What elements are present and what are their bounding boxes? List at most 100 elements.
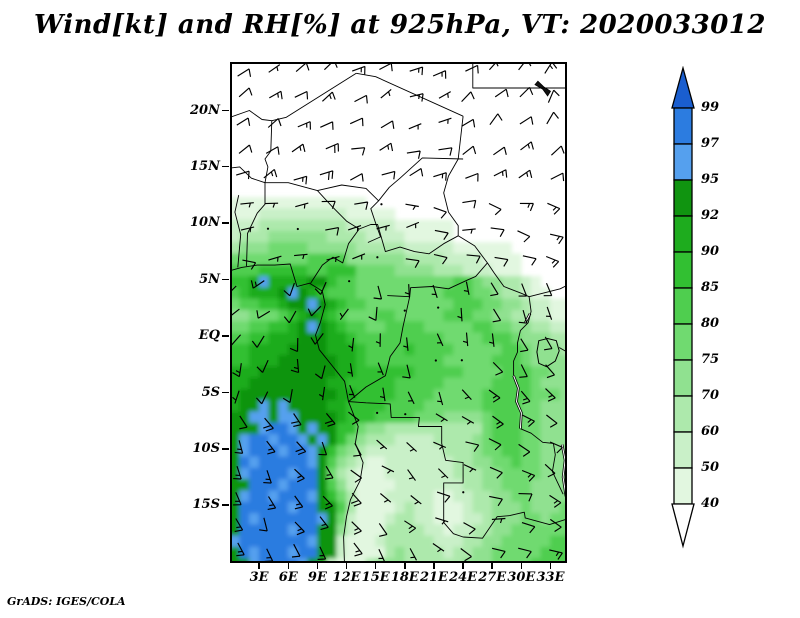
wind-barb bbox=[322, 495, 333, 510]
lon-tick-label: 24E bbox=[449, 570, 478, 585]
wind-barb bbox=[375, 333, 381, 347]
wind-barb bbox=[378, 523, 388, 537]
wind-barb bbox=[403, 337, 409, 351]
calm-dot bbox=[403, 309, 406, 312]
wind-barb bbox=[489, 113, 503, 126]
wind-barb bbox=[518, 169, 533, 179]
lakes-layer bbox=[512, 80, 567, 497]
wind-barb bbox=[350, 173, 364, 182]
wind-barb bbox=[295, 202, 309, 209]
wind-barb bbox=[293, 175, 308, 185]
colorbar-segment bbox=[673, 215, 693, 253]
lon-tick bbox=[520, 563, 523, 569]
wind-barb bbox=[545, 388, 556, 402]
wind-barb bbox=[435, 517, 449, 525]
wind-barb bbox=[348, 411, 360, 425]
wind-barb bbox=[290, 358, 300, 374]
lat-tick-label: 15S bbox=[192, 497, 220, 513]
colorbar-segment bbox=[673, 395, 693, 433]
grads-attribution: GrADS: IGES/COLA bbox=[7, 595, 126, 608]
lon-tick-label: 18E bbox=[390, 570, 419, 585]
wind-barb bbox=[544, 336, 553, 351]
border-line bbox=[378, 157, 464, 202]
lake-water bbox=[561, 444, 567, 497]
colorbar-label: 92 bbox=[701, 208, 720, 223]
wind-barb bbox=[517, 230, 531, 243]
wind-barb bbox=[353, 443, 362, 457]
colorbar-segment bbox=[673, 287, 693, 325]
lon-tick-label: 33E bbox=[536, 570, 565, 585]
wind-barb bbox=[405, 203, 419, 211]
wind-barb bbox=[437, 391, 444, 406]
wind-barb bbox=[406, 441, 417, 452]
wind-barb bbox=[234, 440, 244, 454]
wind-barb bbox=[520, 141, 534, 151]
country-borders bbox=[230, 62, 567, 563]
colorbar-label: 60 bbox=[701, 424, 720, 439]
lon-tick-label: 15E bbox=[361, 570, 390, 585]
calm-dot bbox=[348, 280, 351, 283]
wind-barb bbox=[380, 120, 395, 129]
wind-barb bbox=[438, 147, 453, 156]
border-line bbox=[356, 72, 464, 117]
wind-barb bbox=[431, 284, 438, 298]
wind-barb bbox=[350, 469, 362, 483]
calm-dot bbox=[462, 491, 465, 494]
wind-barb bbox=[522, 414, 535, 428]
wind-barb bbox=[325, 227, 340, 236]
wind-barb bbox=[409, 548, 418, 561]
colorbar-label: 50 bbox=[701, 460, 720, 475]
wind-barb bbox=[490, 227, 505, 237]
lat-tick-label: 5N bbox=[199, 271, 220, 287]
wind-barb bbox=[493, 146, 507, 156]
colorbar-segment bbox=[673, 143, 693, 181]
wind-barb bbox=[549, 494, 562, 508]
colorbar-segment bbox=[673, 323, 693, 361]
lon-tick-label: 12E bbox=[332, 570, 361, 585]
wind-barb bbox=[354, 201, 369, 210]
wind-barb bbox=[404, 284, 410, 298]
wind-barb bbox=[546, 414, 558, 428]
wind-barb bbox=[319, 170, 334, 180]
wind-barb bbox=[294, 468, 305, 483]
wind-barb bbox=[432, 543, 445, 553]
wind-barb bbox=[264, 202, 279, 208]
wind-barb bbox=[549, 518, 562, 532]
calm-dot bbox=[266, 227, 270, 230]
wind-barb bbox=[457, 307, 463, 322]
lon-tick bbox=[374, 563, 377, 569]
wind-barb bbox=[547, 202, 561, 215]
wind-barb bbox=[518, 283, 528, 297]
wind-barb bbox=[351, 147, 366, 156]
calm-dot bbox=[434, 359, 437, 362]
lat-tick-label: 10S bbox=[192, 441, 220, 457]
wind-barb bbox=[380, 493, 392, 503]
wind-barb bbox=[407, 469, 416, 481]
wind-barb bbox=[488, 389, 501, 403]
wind-barb bbox=[433, 172, 447, 181]
wind-barb bbox=[324, 413, 336, 427]
wind-barb bbox=[325, 142, 339, 154]
lon-tick bbox=[462, 563, 464, 569]
wind-barb bbox=[250, 280, 265, 289]
lat-tick bbox=[222, 335, 229, 337]
border-line bbox=[457, 235, 532, 376]
wind-barb bbox=[544, 463, 556, 478]
wind-barb bbox=[239, 415, 248, 430]
wind-barb bbox=[256, 359, 269, 373]
wind-barb bbox=[317, 546, 327, 560]
wind-barb bbox=[546, 111, 559, 125]
wind-barb bbox=[321, 200, 336, 209]
lat-tick bbox=[222, 278, 229, 281]
wind-barb bbox=[491, 547, 506, 559]
wind-barb bbox=[549, 549, 563, 560]
wind-barb bbox=[256, 310, 271, 319]
wind-barb bbox=[283, 282, 295, 297]
calm-dot bbox=[296, 227, 299, 231]
wind-barb bbox=[297, 121, 311, 130]
wind-barb bbox=[409, 66, 424, 76]
lon-tick bbox=[316, 563, 319, 569]
wind-barb bbox=[326, 255, 340, 262]
colorbar-label: 75 bbox=[701, 352, 720, 367]
lat-tick-label: 20N bbox=[190, 102, 220, 118]
